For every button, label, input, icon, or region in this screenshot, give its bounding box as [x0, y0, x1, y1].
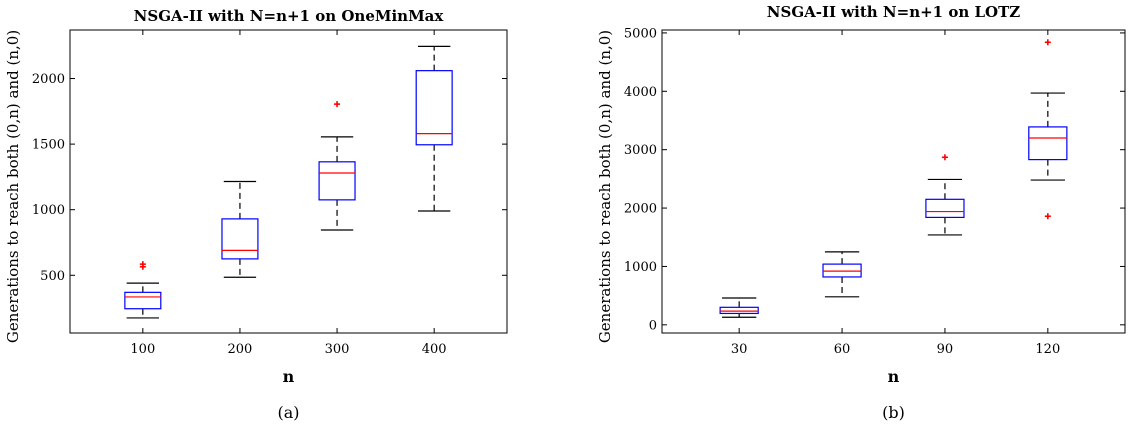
chart-b-y-tick-label: 3000: [624, 143, 657, 158]
chart-a-box-400: [415, 45, 453, 212]
chart-b-x-tick-label: 30: [731, 342, 748, 357]
chart-a-x-tick-label: 100: [130, 342, 155, 357]
chart-panel-b: 0 1000 2000 3000 4000 5000 30 60 90 120 NSGA-II wi…: [596, 3, 1126, 422]
chart-b-outlier-marker: [1044, 39, 1051, 46]
chart-a-box-300: [318, 101, 356, 231]
chart-b-x-tick-label: 60: [834, 342, 851, 357]
chart-a-outlier-marker: [334, 101, 341, 108]
chart-b-outlier-marker: [941, 154, 948, 161]
chart-a-title: NSGA-II with N=n+1 on OneMinMax: [134, 7, 445, 25]
chart-a-box-iqr: [318, 161, 356, 201]
chart-b-y-tick-label: 0: [649, 318, 657, 333]
chart-b-plot-frame: [661, 29, 1126, 334]
chart-b-box-iqr: [719, 306, 759, 315]
chart-b-y-tick-label: 4000: [624, 85, 657, 100]
chart-b-box-120: [1028, 39, 1068, 220]
chart-b-box-90: [925, 154, 965, 236]
chart-b-outlier-marker: [1044, 213, 1051, 220]
chart-a-x-tick-label: 400: [422, 342, 447, 357]
chart-b-y-tick-label: 5000: [624, 26, 657, 41]
chart-a-y-tick-label: 500: [40, 269, 65, 284]
chart-a-box-100: [124, 261, 162, 319]
chart-a-box-iqr: [124, 291, 162, 310]
chart-b-box-iqr: [925, 198, 965, 219]
chart-b-box-60: [822, 251, 862, 298]
chart-b-box-iqr: [1028, 126, 1068, 161]
chart-a-caption: (a): [277, 403, 299, 422]
chart-a-box-iqr: [415, 70, 453, 146]
chart-a-plot-frame: [69, 29, 508, 334]
chart-a-box-200: [221, 180, 259, 278]
chart-a-outlier-marker: [139, 261, 146, 268]
chart-b-title: NSGA-II with N=n+1 on LOTZ: [767, 3, 1020, 21]
chart-b-x-axis-label: n: [888, 367, 900, 386]
chart-a-y-axis-label: Generations to reach both (0,n) and (n,0…: [4, 30, 22, 343]
chart-b-caption: (b): [882, 403, 905, 422]
chart-a-x-axis-label: n: [283, 367, 295, 386]
chart-b-box-30: [719, 297, 759, 318]
chart-b-y-tick-label: 1000: [624, 260, 657, 275]
chart-a-y-tick-label: 1500: [32, 138, 65, 153]
chart-b-x-tick-label: 90: [937, 342, 954, 357]
chart-a-box-iqr: [221, 218, 259, 260]
chart-a-y-tick-label: 2000: [32, 72, 65, 87]
chart-b-y-axis-label: Generations to reach both (0,n) and (n,0…: [596, 30, 614, 343]
chart-a-x-tick-label: 200: [228, 342, 253, 357]
chart-a-x-tick-label: 300: [325, 342, 350, 357]
chart-panel-a: 500 1000 1500 2000 100 200 300 400 NSGA-II with …: [4, 7, 508, 422]
chart-b-x-tick-label: 120: [1035, 342, 1060, 357]
chart-a-y-tick-label: 1000: [32, 203, 65, 218]
chart-b-y-tick-label: 2000: [624, 202, 657, 217]
